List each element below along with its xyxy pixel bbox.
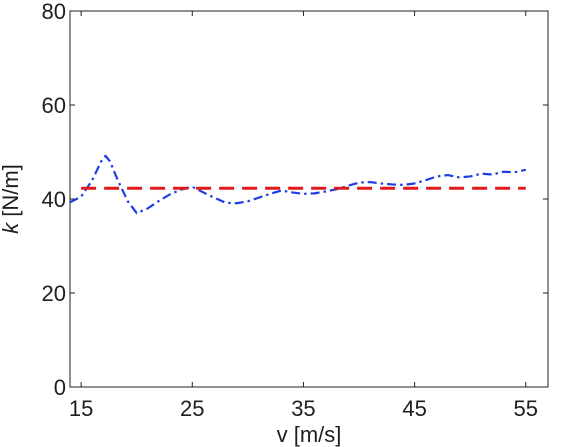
x-tick-label: 25 [180,396,204,421]
y-tick-label: 60 [42,93,66,118]
y-axis-tick-labels: 0 20 40 60 80 [42,0,66,400]
y-tick-label: 0 [54,375,66,400]
y-axis-label-symbol: k [0,222,23,234]
series-layer [70,154,526,215]
axis-ticks [70,10,548,388]
plot-area-frame [69,10,549,388]
x-tick-label: 35 [291,396,315,421]
y-tick-label: 40 [42,187,66,212]
y-tick-label: 80 [42,0,66,24]
y-axis-label: k [N/m] [0,164,23,234]
y-tick-label: 20 [42,281,66,306]
series-line-dashdot-blue [70,154,526,215]
x-tick-label: 45 [402,396,426,421]
x-tick-label: 55 [514,396,538,421]
x-axis-tick-labels: 15 25 35 45 55 [69,396,538,421]
y-axis-label-unit: [N/m] [0,164,23,223]
x-tick-label: 15 [69,396,93,421]
x-axis-label: v [m/s] [277,422,342,447]
